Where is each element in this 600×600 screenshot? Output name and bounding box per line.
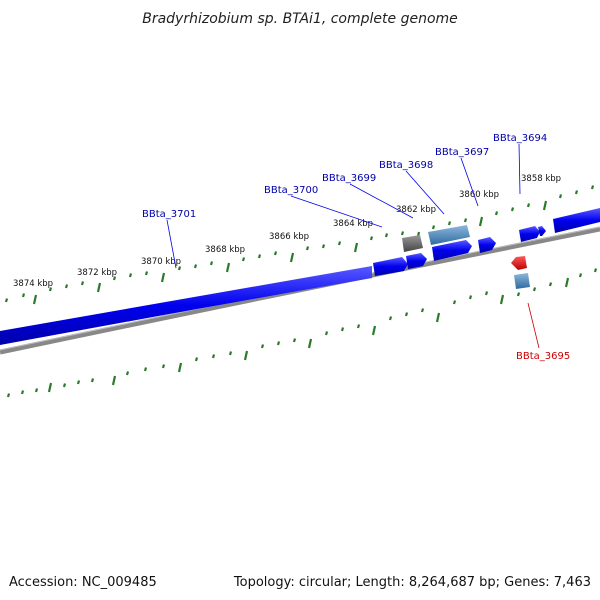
gene-label[interactable]: BBta_3698 (379, 160, 433, 171)
outer-minor-ticks (4, 185, 595, 303)
outer-major-ticks (32, 200, 548, 305)
gene-arrow-edge[interactable] (553, 208, 600, 233)
scale-tick-label: 3862 kbp (396, 205, 436, 215)
scale-tick-label: 3868 kbp (205, 245, 245, 255)
gene-arrow-small[interactable] (538, 226, 546, 236)
gene-label[interactable]: BBta_3697 (435, 147, 489, 158)
gene-arrow-other[interactable] (428, 225, 470, 245)
gene-label[interactable]: BBta_3694 (493, 133, 547, 144)
scale-tick-label: 3870 kbp (141, 257, 181, 267)
inner-major-ticks (47, 277, 570, 393)
scale-tick-label: 3860 kbp (459, 190, 499, 200)
scale-tick-label: 3864 kbp (333, 219, 373, 229)
gene-arrow[interactable] (373, 257, 408, 276)
scale-tick-label: 3872 kbp (77, 268, 117, 278)
gene-block-other[interactable] (514, 273, 530, 289)
gene-labels: BBta_3701 BBta_3700 BBta_3699 BBta_3698 … (142, 133, 570, 362)
gene-label[interactable]: BBta_3699 (322, 173, 376, 184)
gene-label-reverse[interactable]: BBta_3695 (516, 351, 570, 362)
gene-arrow[interactable] (519, 226, 540, 242)
label-leader-line-reverse (527, 302, 540, 349)
gene-arrow-reverse[interactable] (511, 256, 527, 270)
map-title: Bradyrhizobium sp. BTAi1, complete genom… (142, 11, 458, 27)
scale-tick-label: 3858 kbp (521, 174, 561, 184)
inner-minor-ticks (6, 268, 598, 398)
gene-arrow[interactable] (406, 253, 427, 269)
scale-tick-label: 3866 kbp (269, 232, 309, 242)
reverse-strand-genes (511, 256, 530, 289)
gene-arrow[interactable] (432, 240, 472, 261)
gene-label[interactable]: BBta_3701 (142, 209, 196, 220)
inner-scale-track (6, 268, 598, 398)
gene-arrow-pseudo[interactable] (402, 235, 423, 252)
gene-arrow[interactable] (478, 237, 496, 253)
gene-label[interactable]: BBta_3700 (264, 185, 318, 196)
label-leader-lines (166, 143, 521, 269)
forward-strand-genes (0, 208, 600, 345)
outer-scale-track (4, 185, 595, 305)
scale-labels: 3874 kbp 3872 kbp 3870 kbp 3868 kbp 3866… (13, 174, 561, 289)
scale-tick-label: 3874 kbp (13, 279, 53, 289)
gene-arrow-large[interactable] (0, 266, 372, 345)
accession-text: Accession: NC_009485 (9, 575, 157, 590)
genome-summary-text: Topology: circular; Length: 8,264,687 bp… (233, 575, 591, 590)
